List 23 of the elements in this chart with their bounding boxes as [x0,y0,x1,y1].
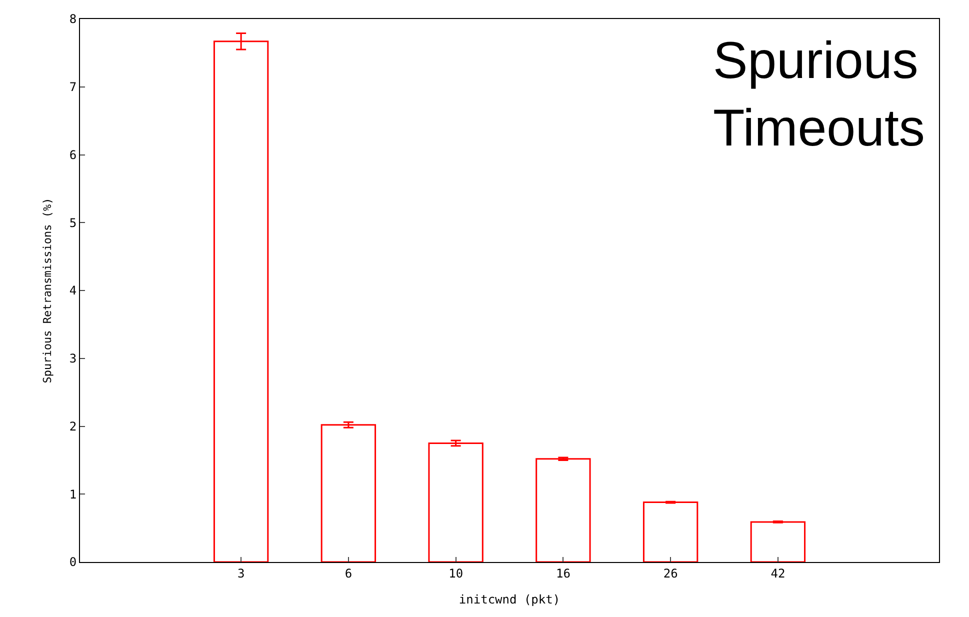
bar [320,424,376,562]
x-tick-label: 42 [770,566,786,580]
y-tick-label: 7 [69,80,77,94]
y-tick-label: 4 [69,284,77,298]
x-tick-label: 6 [344,566,352,580]
y-tick-label: 6 [69,148,77,162]
x-tick-label: 16 [556,566,570,580]
annotation: Spurious Timeouts [713,32,925,158]
x-axis-title: initcwnd (pkt) [458,592,560,606]
y-tick-label: 2 [69,419,77,434]
bar [750,521,806,562]
y-tick-label: 8 [69,12,77,26]
y-tick-label: 3 [69,352,77,366]
y-tick-label: 5 [69,216,77,230]
y-tick-label: 1 [69,487,77,502]
bar [428,442,484,562]
bar [536,458,591,562]
x-tick-label: 26 [663,566,678,580]
bar [642,502,698,562]
x-tick-label: 3 [237,566,245,580]
y-tick-label: 0 [69,555,77,570]
x-tick-label: 10 [448,566,464,580]
y-axis-title: Spurious Retransmissions (%) [41,198,54,384]
